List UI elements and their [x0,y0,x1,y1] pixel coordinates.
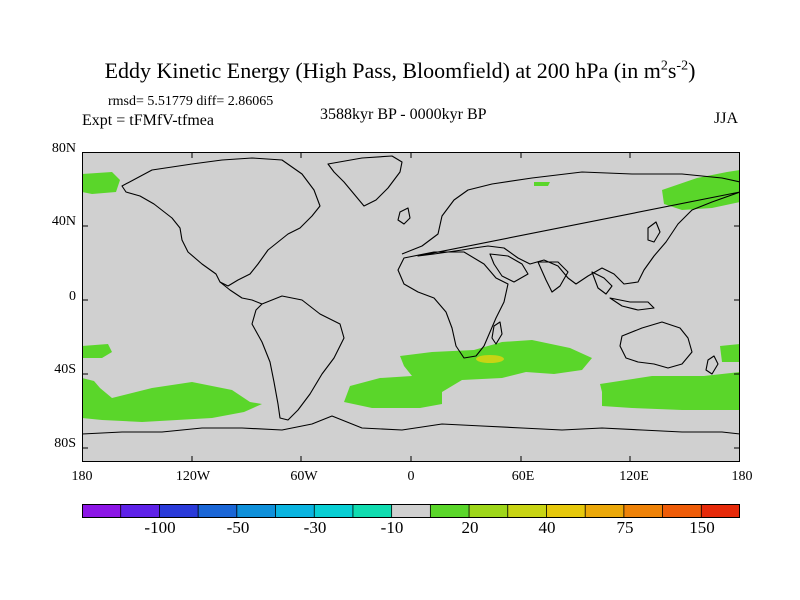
lon-label-60w: 60W [290,469,318,484]
coastline-south-america [251,295,345,421]
season-label: JJA [714,110,739,127]
colorbar-swatch [198,504,238,518]
lat-label-40s: 40S [54,362,76,377]
colorbar-swatch [585,504,625,518]
colorbar-label: 40 [538,518,556,537]
anomaly-south-atlantic-indian [344,340,592,408]
coastline-eurasia [401,171,740,285]
colorbar-swatch [391,504,431,518]
colorbar-swatch [662,504,702,518]
colorbar-swatches [82,504,740,518]
anomaly-regions [82,170,740,422]
coastline-north-america [121,157,321,287]
experiment-label: Expt = tFMfV-tfmea [82,112,214,129]
colorbar-label: 150 [689,518,715,537]
colorbar-label: 75 [616,518,634,537]
lon-label-120e: 120E [619,469,649,484]
anomaly-southwest-pacific [82,378,262,422]
colorbar-label: -30 [303,518,327,537]
colorbar-swatch [82,504,122,518]
coastline-australia [619,321,693,369]
colorbar-swatch [469,504,509,518]
coastlines [82,155,740,435]
anomaly-southern-indian [600,372,740,410]
coastline-india [537,261,569,293]
coastline-madagascar [491,321,503,345]
colorbar-swatch [275,504,315,518]
lat-label-40n: 40N [51,214,76,229]
coastline-japan [647,221,661,243]
coastline-greenland [327,155,403,207]
anomaly-southeast-australia [720,344,740,362]
map-frame [82,152,740,462]
coastline-arabia [489,253,529,283]
colorbar-frame [82,504,740,518]
colorbar-label: 20 [461,518,479,537]
coastline-central-america [219,281,263,305]
anomaly-arctic-east [662,170,740,210]
colorbar [82,504,740,518]
lon-label-180w: 180 [71,469,93,484]
coastline-uk [397,207,411,225]
colorbar-label: -100 [144,518,176,537]
coastline-new-zealand [705,355,719,375]
stats-label: rmsd= 5.51779 diff= 2.86065 [108,94,274,109]
colorbar-swatch [701,504,740,518]
colorbar-swatch [314,504,354,518]
lat-label-80n: 80N [51,141,76,156]
colorbar-swatch [352,504,392,518]
colorbar-swatch [623,504,663,518]
colorbar-swatch [430,504,470,518]
chart-title: Eddy Kinetic Energy (High Pass, Bloomfie… [104,58,696,83]
coastline-southeast-asia [591,271,655,311]
coastline-africa [397,251,509,359]
lon-label-120w: 120W [175,469,211,484]
anomaly-south-pacific-small [82,344,112,358]
lat-label-0: 0 [69,289,76,304]
anomaly-strong-core [476,355,504,363]
colorbar-label: -50 [226,518,250,537]
colorbar-swatch [236,504,276,518]
period-label: 3588kyr BP - 0000kyr BP [320,106,487,123]
colorbar-swatch [507,504,547,518]
lon-label-0: 0 [407,469,415,484]
world-map [82,152,740,462]
colorbar-label: -10 [380,518,404,537]
anomaly-north-pacific-small [534,182,550,186]
anomaly-arctic-west [82,172,120,194]
lon-label-60e: 60E [511,469,535,484]
colorbar-swatch [120,504,160,518]
coastline-antarctica [82,415,740,435]
lon-label-180e: 180 [731,469,753,484]
colorbar-swatch [159,504,199,518]
colorbar-swatch [546,504,586,518]
lat-label-80s: 80S [54,436,76,451]
